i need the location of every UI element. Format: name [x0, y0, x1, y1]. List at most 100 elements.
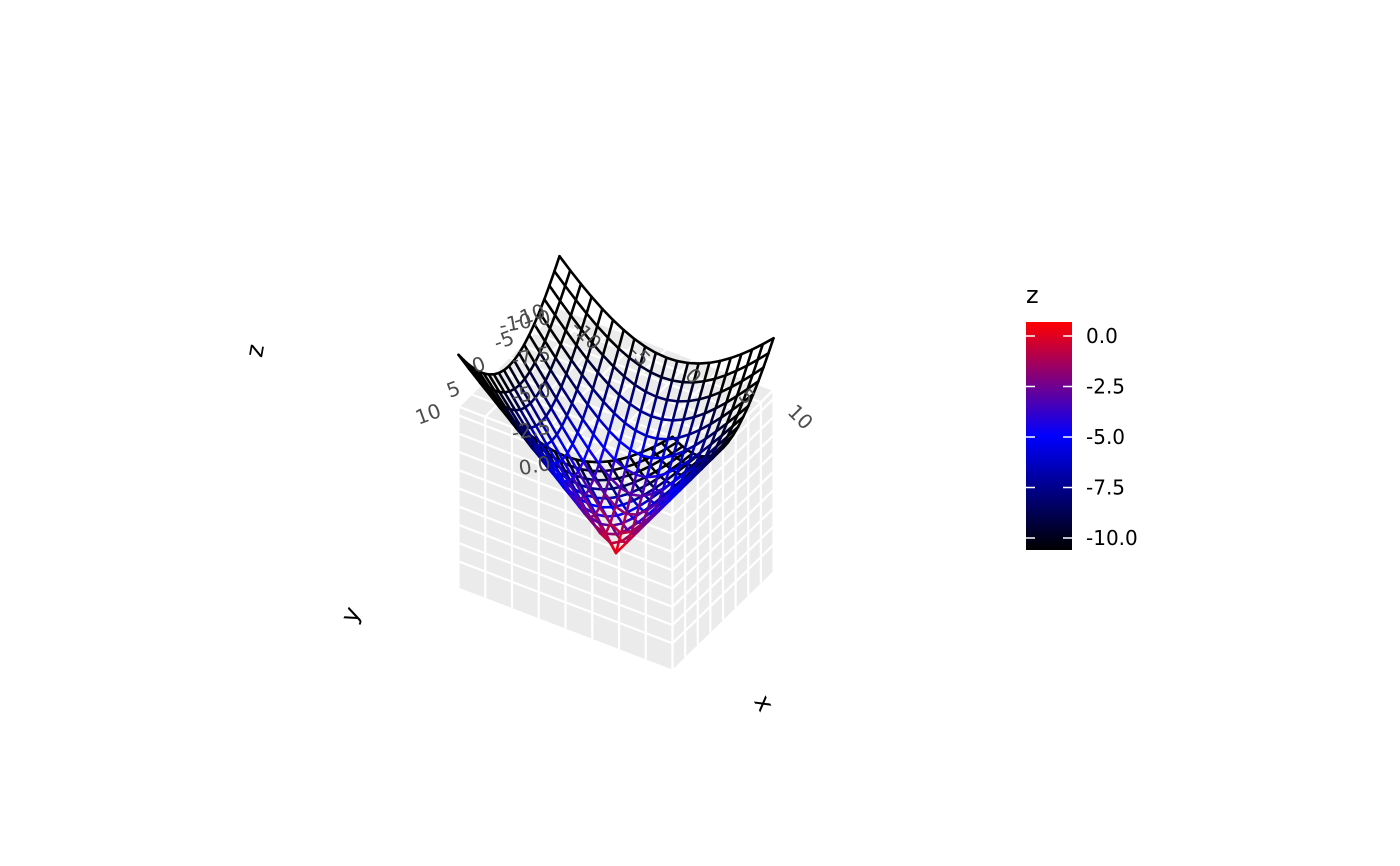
wireframe-segment — [718, 356, 733, 363]
wireframe-segment — [527, 333, 542, 354]
wireframe-segment — [735, 379, 744, 398]
wireframe-segment — [600, 307, 615, 322]
wireframe-segment — [672, 465, 681, 483]
wireframe-segment — [602, 383, 610, 404]
wireframe-segment — [533, 361, 547, 382]
wireframe-segment — [716, 444, 724, 455]
wireframe-segment — [561, 479, 576, 500]
wireframe-segment — [616, 492, 630, 499]
wireframe-segment — [554, 397, 569, 417]
wireframe-segment — [570, 388, 579, 405]
wireframe-segment — [640, 492, 654, 498]
wireframe-segment — [644, 390, 658, 399]
back-wall-gridline-z — [458, 560, 673, 645]
wireframe-segment — [655, 437, 670, 441]
wireframe-segment — [628, 356, 642, 368]
wireframe-segment — [597, 417, 611, 433]
colorbar-label: -10.0 — [1086, 526, 1138, 550]
wireframe-segment — [564, 329, 578, 347]
wireframe-segment — [704, 422, 712, 441]
wireframe-segment — [644, 434, 659, 441]
back-wall-gridline-z — [458, 469, 673, 554]
wireframe-segment — [619, 467, 627, 490]
wireframe-segment — [598, 505, 612, 525]
wireframe-segment — [585, 357, 600, 374]
wireframe-segment — [649, 351, 658, 374]
wireframe-segment — [574, 282, 583, 302]
wireframe-segment — [762, 351, 770, 369]
wireframe-segment — [767, 336, 775, 355]
wireframe-segment — [746, 373, 755, 391]
wireframe-segment — [585, 312, 599, 328]
wireframe-segment — [677, 433, 691, 440]
wireframe-segment — [598, 492, 607, 509]
wireframe-segment — [517, 343, 526, 355]
wireframe-segment — [740, 364, 749, 383]
wireframe-segment — [617, 375, 626, 397]
wireframe-segment — [622, 375, 637, 387]
wireframe-segment — [558, 299, 573, 317]
wireframe-segment — [591, 387, 605, 404]
wireframe-segment — [517, 351, 532, 373]
wireframe-segment — [528, 361, 537, 373]
wireframe-segment — [488, 386, 502, 406]
wireframe-segment — [493, 389, 507, 409]
wireframe-segment — [653, 479, 667, 490]
wireframe-segment — [633, 383, 648, 394]
z-axis-title: z — [240, 342, 270, 359]
wireframe-segment — [629, 493, 644, 498]
wireframe-segment — [649, 458, 663, 468]
wireframe-segment — [544, 406, 553, 418]
wireframe-segment — [604, 532, 618, 536]
wireframe-segment — [581, 403, 590, 421]
side-wall-gridline-z — [671, 434, 775, 535]
wireframe-segment — [560, 424, 574, 446]
wireframe-segment — [539, 420, 554, 443]
wireframe-segment — [498, 390, 512, 411]
wireframe-segment — [619, 486, 633, 496]
wireframe-segment — [602, 429, 611, 450]
wireframe-segment — [657, 502, 666, 513]
wireframe-segment — [671, 418, 685, 422]
wireframe-segment — [540, 444, 554, 466]
wireframe-segment — [633, 364, 642, 387]
wireframe-segment — [645, 474, 659, 479]
wireframe-segment — [612, 468, 620, 480]
wireframe-segment — [697, 379, 706, 401]
wireframe-segment — [601, 336, 610, 357]
wireframe-segment — [639, 409, 653, 418]
wireframe-segment — [687, 381, 695, 403]
wireframe-segment — [619, 530, 634, 535]
side-wall-gridline-z — [671, 543, 775, 645]
back-wall-gridline-z — [458, 505, 673, 590]
back-wall-gridline-z — [458, 523, 673, 608]
wireframe-segment — [529, 426, 544, 448]
wireframe-segment — [591, 371, 600, 391]
wireframe-segment — [596, 371, 610, 386]
wireframe-segment — [609, 505, 617, 525]
wireframe-segment — [569, 314, 583, 331]
wireframe-segment — [581, 447, 590, 463]
wireframe-segment — [585, 460, 599, 464]
wireframe-segment — [628, 455, 637, 466]
wireframe-segment — [595, 307, 604, 328]
wireframe-segment — [512, 351, 521, 362]
wireframe-segment — [561, 458, 575, 480]
wireframe-segment — [606, 336, 620, 350]
wireframe-segment — [629, 448, 643, 457]
wireframe-segment — [735, 352, 743, 373]
side-wall-gridline-z — [671, 470, 775, 572]
wireframe-segment — [666, 436, 680, 441]
colorbar-label: -5.0 — [1086, 425, 1125, 449]
wireframe-segment — [513, 387, 527, 409]
wireframe-segment — [745, 358, 760, 367]
wireframe-segment — [553, 254, 561, 273]
z-tick-label: 0.0 — [517, 451, 552, 480]
wireframe-segment — [587, 476, 596, 491]
wireframe-segment — [714, 390, 722, 410]
wireframe-segment — [592, 462, 601, 480]
wireframe-segment — [608, 458, 617, 479]
wireframe-segment — [729, 369, 738, 389]
wireframe-segment — [590, 487, 598, 500]
y-tick-label: 10 — [412, 398, 444, 429]
